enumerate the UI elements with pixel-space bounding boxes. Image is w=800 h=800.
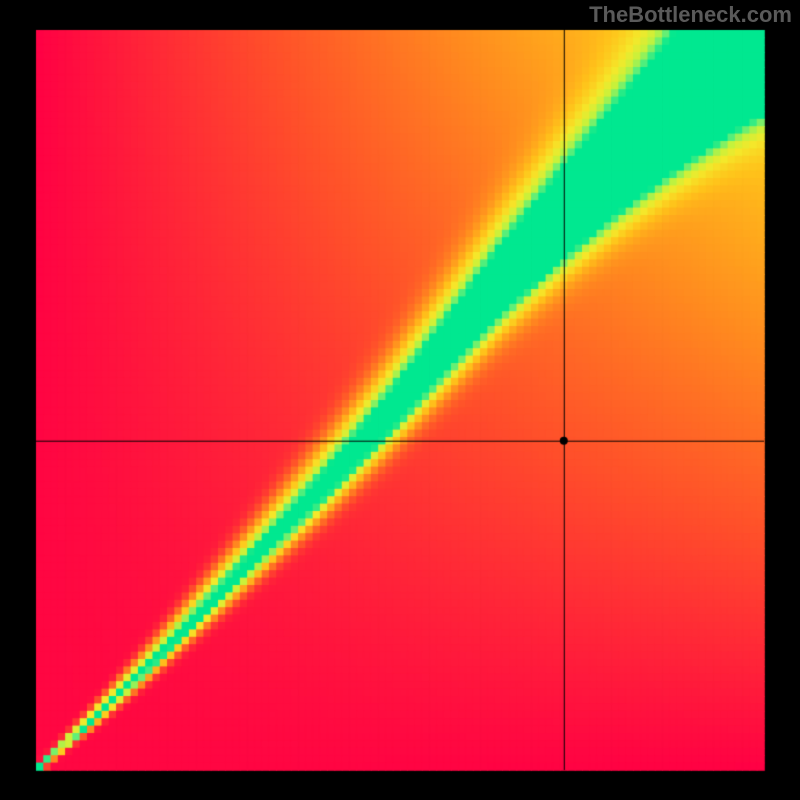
bottleneck-heatmap bbox=[0, 0, 800, 800]
watermark-text: TheBottleneck.com bbox=[589, 2, 792, 28]
chart-container: TheBottleneck.com bbox=[0, 0, 800, 800]
